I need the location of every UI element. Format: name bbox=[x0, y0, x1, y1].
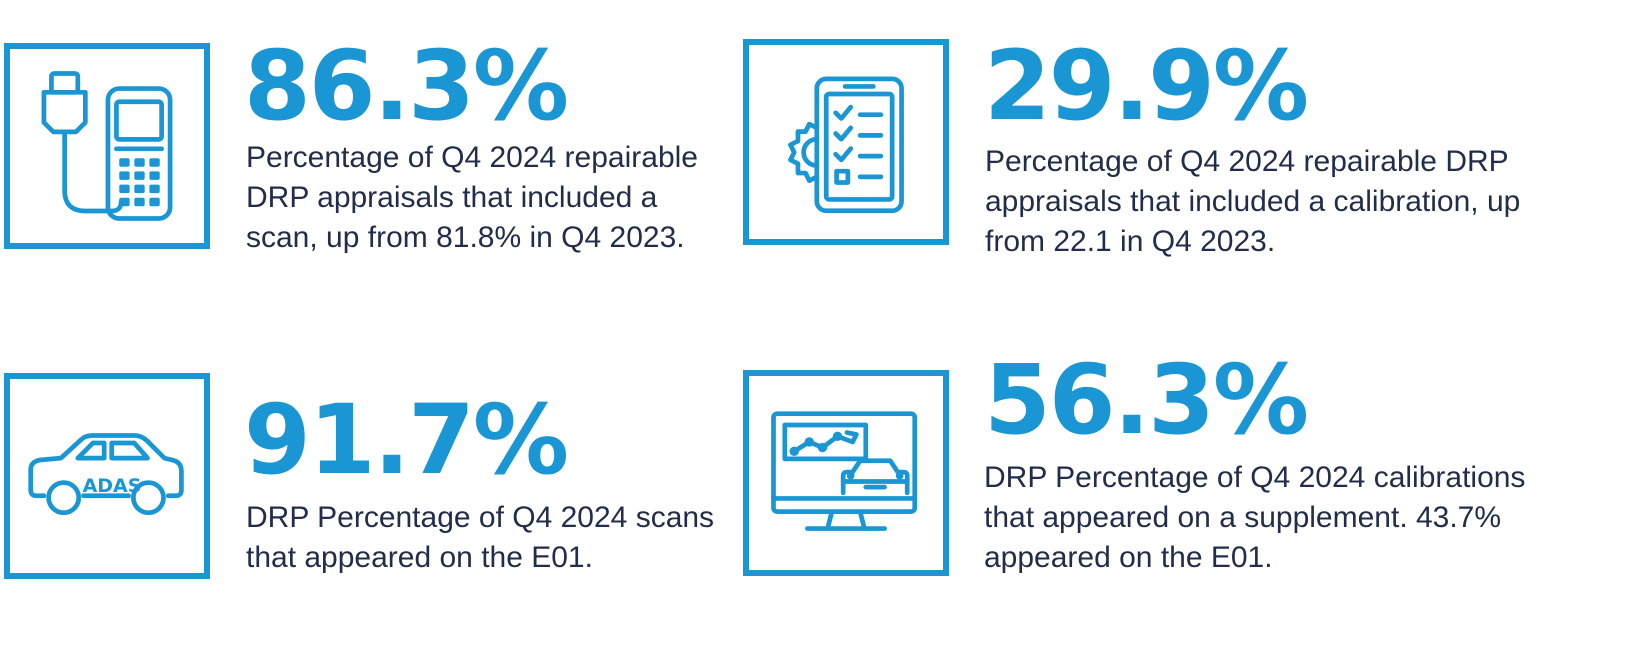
stat-description-line: appraisals that included a calibration, … bbox=[985, 185, 1521, 218]
stat-description-line: DRP Percentage of Q4 2024 scans bbox=[246, 501, 715, 534]
stat-value: 86.3% bbox=[244, 30, 569, 142]
stat-description-line: DRP Percentage of Q4 2024 calibrations bbox=[984, 461, 1526, 494]
scan-tool-icon bbox=[41, 71, 173, 221]
adas-car-icon-box: ADAS bbox=[4, 373, 210, 579]
adas-car-label: ADAS bbox=[82, 475, 142, 497]
stat-description: DRP Percentage of Q4 2024 scans that app… bbox=[246, 498, 714, 578]
adas-car-icon bbox=[28, 433, 184, 516]
stat-description-line: from 22.1 in Q4 2023. bbox=[985, 225, 1276, 258]
stat-description: DRP Percentage of Q4 2024 calibrations t… bbox=[984, 458, 1525, 578]
stat-description-line: appeared on the E01. bbox=[984, 541, 1273, 574]
scan-tool-icon-box bbox=[4, 43, 210, 249]
stat-description-line: that appeared on the E01. bbox=[246, 541, 593, 574]
stat-description: Percentage of Q4 2024 repairable DRP app… bbox=[985, 142, 1520, 262]
stat-description: Percentage of Q4 2024 repairable DRP app… bbox=[246, 138, 698, 258]
monitor-car-icon-box bbox=[743, 370, 949, 576]
stat-description-line: scan, up from 81.8% in Q4 2023. bbox=[246, 221, 685, 254]
scan-tool-keypad-icon bbox=[119, 158, 160, 207]
stat-value: 91.7% bbox=[244, 384, 569, 496]
monitor-chart-points-icon bbox=[789, 431, 904, 480]
stat-description-line: Percentage of Q4 2024 repairable DRP bbox=[985, 145, 1509, 178]
stat-description-line: Percentage of Q4 2024 repairable bbox=[246, 141, 698, 174]
stat-value: 56.3% bbox=[984, 344, 1309, 456]
stat-description-line: that appeared on a supplement. 43.7% bbox=[984, 501, 1502, 534]
calibration-checklist-icon bbox=[788, 76, 904, 214]
calibration-checklist-icon-box bbox=[743, 39, 949, 245]
stat-description-line: DRP appraisals that included a bbox=[246, 181, 658, 214]
stat-value: 29.9% bbox=[984, 30, 1309, 142]
